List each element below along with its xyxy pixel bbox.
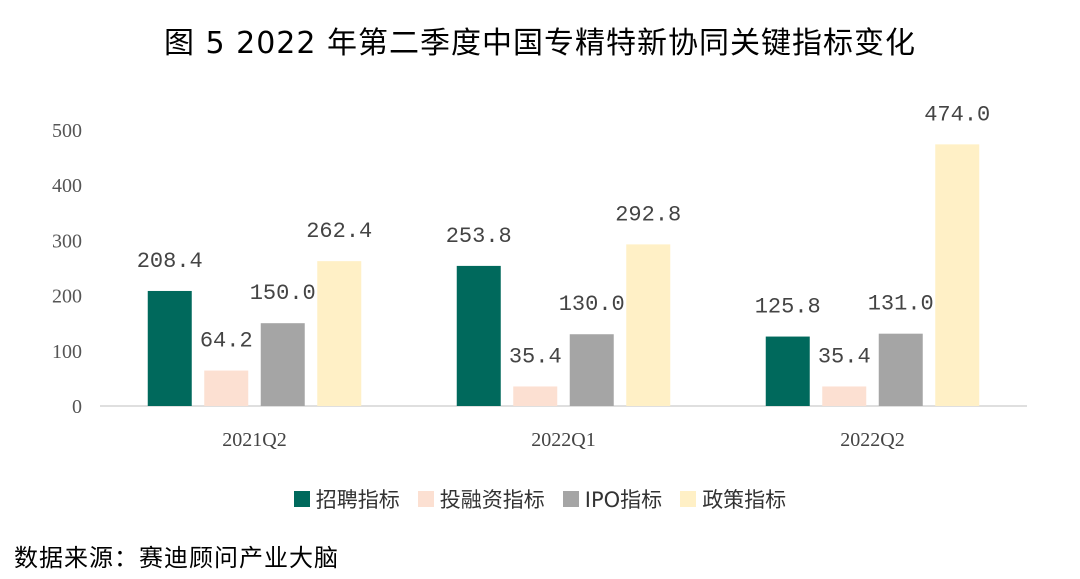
bar-1-2022Q2 (822, 386, 867, 406)
legend-item: 招聘指标 (293, 484, 400, 514)
y-tick-label: 500 (52, 120, 82, 142)
source-note: 数据来源：赛迪顾问产业大脑 (14, 544, 339, 572)
bar-1-2021Q2 (204, 370, 249, 406)
data-label: 262.4 (306, 219, 372, 244)
bar-2-2022Q1 (569, 334, 614, 406)
bar-3-2022Q1 (626, 244, 671, 406)
legend: 招聘指标 投融资指标 IPO指标 政策指标 (0, 484, 1080, 514)
chart-title: 图 5 2022 年第二季度中国专精特新协同关键指标变化 (163, 26, 917, 61)
legend-swatch (680, 491, 697, 507)
bar-0-2022Q2 (765, 336, 810, 406)
data-label: 474.0 (924, 102, 990, 127)
y-tick-label: 100 (52, 341, 82, 363)
legend-item: IPO指标 (562, 484, 663, 514)
y-tick-label: 0 (72, 396, 82, 418)
bar-0-2021Q2 (147, 290, 192, 406)
legend-item: 投融资指标 (417, 484, 545, 514)
data-label: 253.8 (446, 224, 512, 249)
bar-chart: 0 100 200 300 400 500 2021Q2 208.4 64.2 150.0 262.… (52, 102, 1027, 451)
x-tick-label: 2022Q2 (840, 429, 904, 451)
legend-item: 政策指标 (680, 484, 786, 514)
legend-label: 招聘指标 (315, 488, 400, 512)
data-label: 130.0 (559, 292, 625, 317)
data-label: 150.0 (250, 281, 316, 306)
data-label: 35.4 (818, 344, 871, 369)
data-label: 35.4 (509, 344, 562, 369)
legend-label: 投融资指标 (439, 488, 545, 512)
data-label: 125.8 (755, 295, 821, 320)
legend-label: IPO指标 (584, 488, 663, 512)
data-label: 64.2 (200, 329, 253, 354)
legend-label: 政策指标 (702, 488, 787, 512)
data-label: 208.4 (137, 249, 203, 274)
x-tick-label: 2022Q1 (531, 429, 595, 451)
legend-swatch (293, 491, 310, 507)
bar-2-2022Q2 (878, 333, 923, 406)
legend-swatch (562, 491, 579, 507)
bar-3-2022Q2 (935, 144, 980, 407)
y-tick-label: 200 (52, 286, 82, 308)
data-label: 131.0 (868, 292, 934, 317)
legend-swatch (417, 491, 434, 507)
bar-0-2022Q1 (456, 265, 501, 406)
data-label: 292.8 (615, 202, 681, 227)
y-tick-label: 300 (52, 230, 82, 252)
y-tick-label: 400 (52, 175, 82, 197)
bar-1-2022Q1 (513, 386, 558, 406)
x-tick-label: 2021Q2 (222, 429, 286, 451)
bar-2-2021Q2 (260, 323, 305, 406)
bar-3-2021Q2 (317, 261, 362, 406)
